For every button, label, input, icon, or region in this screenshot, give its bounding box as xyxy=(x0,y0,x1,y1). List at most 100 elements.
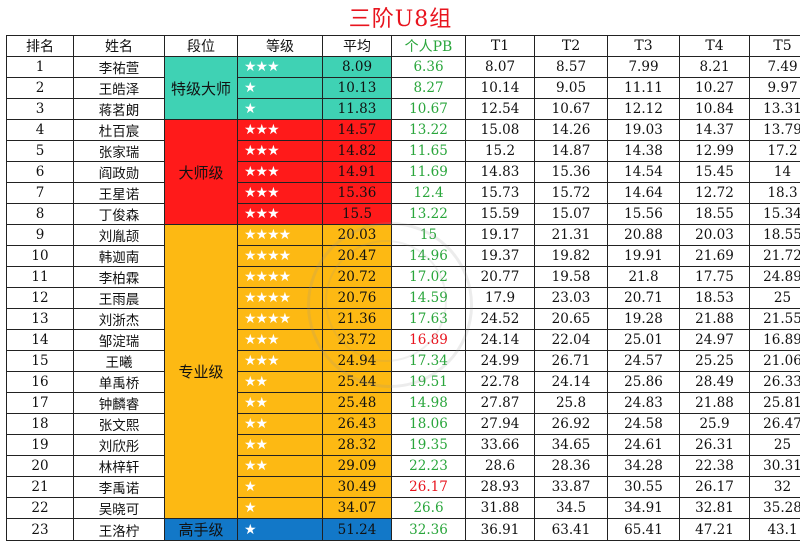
t2-cell: 26.92 xyxy=(535,414,608,435)
rank-cell: 11 xyxy=(7,267,74,288)
rank-cell: 23 xyxy=(7,519,74,541)
t1-cell: 31.88 xyxy=(466,498,535,519)
rank-cell: 15 xyxy=(7,351,74,372)
name-cell: 林梓轩 xyxy=(74,456,165,477)
t5-cell: 32 xyxy=(750,477,800,498)
personal-best-cell: 15 xyxy=(392,225,466,246)
t2-cell: 14.26 xyxy=(535,120,608,141)
t2-cell: 8.57 xyxy=(535,57,608,78)
personal-best-cell: 14.59 xyxy=(392,288,466,309)
t1-cell: 12.54 xyxy=(466,99,535,120)
t5-cell: 21.72 xyxy=(750,246,800,267)
t4-cell: 10.84 xyxy=(680,99,750,120)
rank-cell: 16 xyxy=(7,372,74,393)
name-cell: 吴晓可 xyxy=(74,498,165,519)
average-cell: 11.83 xyxy=(323,99,392,120)
level-stars-cell: ★★★★ xyxy=(238,267,323,288)
t1-cell: 15.2 xyxy=(466,141,535,162)
personal-best-cell: 17.63 xyxy=(392,309,466,330)
header-row: 排名 姓名 段位 等级 平均 个人PB T1 T2 T3 T4 T5 xyxy=(7,36,800,57)
t3-cell: 24.83 xyxy=(608,393,680,414)
name-cell: 王星诺 xyxy=(74,183,165,204)
average-cell: 26.43 xyxy=(323,414,392,435)
t4-cell: 25.25 xyxy=(680,351,750,372)
t1-cell: 28.93 xyxy=(466,477,535,498)
t3-cell: 24.61 xyxy=(608,435,680,456)
average-cell: 14.82 xyxy=(323,141,392,162)
t4-cell: 20.03 xyxy=(680,225,750,246)
personal-best-cell: 13.22 xyxy=(392,120,466,141)
average-cell: 28.32 xyxy=(323,435,392,456)
personal-best-cell: 19.35 xyxy=(392,435,466,456)
name-cell: 张家瑞 xyxy=(74,141,165,162)
t4-cell: 18.55 xyxy=(680,204,750,225)
t5-cell: 35.28 xyxy=(750,498,800,519)
name-cell: 李祐萱 xyxy=(74,57,165,78)
t4-cell: 22.38 xyxy=(680,456,750,477)
name-cell: 邹淀瑞 xyxy=(74,330,165,351)
t3-cell: 24.57 xyxy=(608,351,680,372)
t1-cell: 15.08 xyxy=(466,120,535,141)
rank-cell: 9 xyxy=(7,225,74,246)
t5-cell: 25.81 xyxy=(750,393,800,414)
average-cell: 21.36 xyxy=(323,309,392,330)
t3-cell: 11.11 xyxy=(608,78,680,99)
personal-best-cell: 8.27 xyxy=(392,78,466,99)
name-cell: 王洛柠 xyxy=(74,519,165,541)
name-cell: 刘浙杰 xyxy=(74,309,165,330)
t3-cell: 12.12 xyxy=(608,99,680,120)
t3-cell: 20.88 xyxy=(608,225,680,246)
t1-cell: 17.9 xyxy=(466,288,535,309)
average-cell: 20.03 xyxy=(323,225,392,246)
t5-cell: 25 xyxy=(750,288,800,309)
t5-cell: 26.33 xyxy=(750,372,800,393)
personal-best-cell: 19.51 xyxy=(392,372,466,393)
t3-cell: 20.71 xyxy=(608,288,680,309)
t4-cell: 28.49 xyxy=(680,372,750,393)
level-stars-cell: ★★ xyxy=(238,435,323,456)
t3-cell: 65.41 xyxy=(608,519,680,541)
name-cell: 李柏霖 xyxy=(74,267,165,288)
t2-cell: 21.31 xyxy=(535,225,608,246)
personal-best-cell: 17.34 xyxy=(392,351,466,372)
header-t2: T2 xyxy=(535,36,608,57)
t5-cell: 26.47 xyxy=(750,414,800,435)
average-cell: 30.49 xyxy=(323,477,392,498)
t2-cell: 9.05 xyxy=(535,78,608,99)
t2-cell: 33.87 xyxy=(535,477,608,498)
t3-cell: 7.99 xyxy=(608,57,680,78)
average-cell: 14.57 xyxy=(323,120,392,141)
level-stars-cell: ★ xyxy=(238,78,323,99)
t4-cell: 21.88 xyxy=(680,309,750,330)
average-cell: 8.09 xyxy=(323,57,392,78)
t1-cell: 36.91 xyxy=(466,519,535,541)
level-stars-cell: ★★ xyxy=(238,456,323,477)
level-stars-cell: ★ xyxy=(238,99,323,120)
t1-cell: 15.59 xyxy=(466,204,535,225)
t1-cell: 27.87 xyxy=(466,393,535,414)
t4-cell: 47.21 xyxy=(680,519,750,541)
name-cell: 阎政勋 xyxy=(74,162,165,183)
t5-cell: 18.3 xyxy=(750,183,800,204)
rank-cell: 1 xyxy=(7,57,74,78)
t1-cell: 10.14 xyxy=(466,78,535,99)
header-personal-best: 个人PB xyxy=(392,36,466,57)
header-name: 姓名 xyxy=(74,36,165,57)
t3-cell: 21.8 xyxy=(608,267,680,288)
t4-cell: 12.72 xyxy=(680,183,750,204)
t5-cell: 25 xyxy=(750,435,800,456)
rank-cell: 6 xyxy=(7,162,74,183)
level-stars-cell: ★★ xyxy=(238,393,323,414)
t1-cell: 22.78 xyxy=(466,372,535,393)
rank-cell: 18 xyxy=(7,414,74,435)
